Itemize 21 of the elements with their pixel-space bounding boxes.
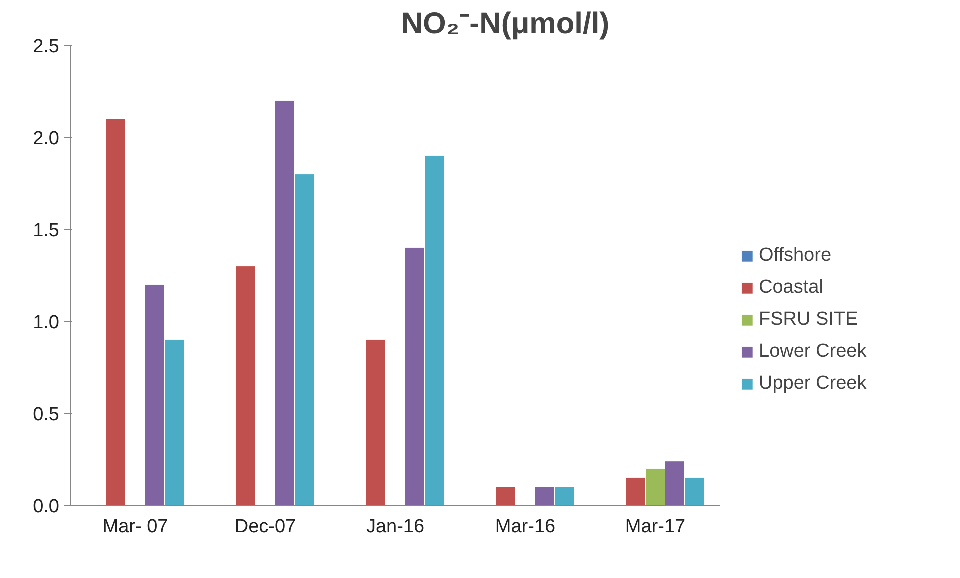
x-tick-label: Dec-07 bbox=[234, 516, 296, 538]
y-tick-label: 2.5 bbox=[33, 36, 60, 58]
legend-label: Coastal bbox=[759, 277, 824, 299]
y-tick-label: 2.0 bbox=[33, 128, 60, 150]
chart-title: NO₂⁻-N(μmol/l) bbox=[401, 8, 610, 40]
legend-label: Upper Creek bbox=[759, 373, 867, 395]
y-tick-label: 0.5 bbox=[33, 404, 60, 426]
x-tick-label: Mar- 07 bbox=[102, 516, 168, 538]
legend-label: FSRU SITE bbox=[759, 309, 858, 331]
y-tick-label: 0.0 bbox=[33, 496, 60, 518]
x-tick-label: Mar-16 bbox=[495, 516, 556, 538]
bar bbox=[106, 118, 126, 506]
legend-label: Lower Creek bbox=[759, 341, 867, 363]
legend-label: Offshore bbox=[759, 245, 832, 267]
x-tick-label: Mar-17 bbox=[625, 516, 686, 538]
x-tick-label: Jan-16 bbox=[366, 516, 425, 538]
bar bbox=[496, 486, 516, 506]
bar bbox=[236, 266, 256, 506]
bar bbox=[366, 340, 386, 506]
y-tick-label: 1.5 bbox=[33, 220, 60, 242]
y-tick-label: 1.0 bbox=[33, 312, 60, 334]
